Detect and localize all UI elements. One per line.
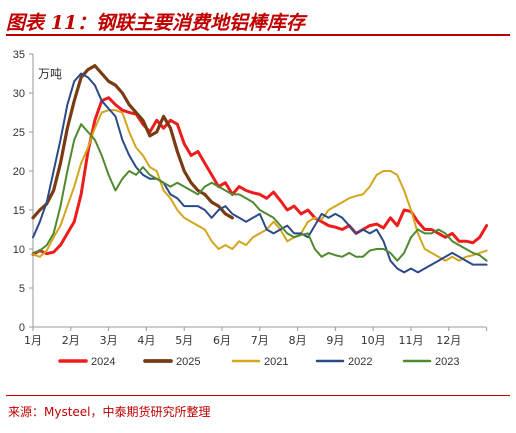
y-tick-label: 25 — [13, 127, 25, 139]
x-tick-label: 2月 — [62, 334, 80, 347]
x-tick-label: 9月 — [326, 334, 344, 347]
series-line-2021 — [32, 109, 488, 262]
y-tick-label: 0 — [19, 322, 25, 334]
y-tick-label: 10 — [13, 244, 25, 256]
series-line-2023 — [32, 123, 488, 262]
source-note: 来源：Mysteel，中泰期货研究所整理 — [8, 405, 211, 419]
legend-label-2021: 2021 — [264, 356, 288, 368]
y-tick-label: 5 — [19, 283, 25, 295]
legend-label-2024: 2024 — [91, 356, 115, 368]
x-tick-label: 1月 — [24, 334, 42, 347]
chart-title: 图表 11：钢联主要消费地铝棒库存 — [6, 8, 510, 36]
y-tick-label: 15 — [13, 205, 25, 217]
series-line-2022 — [32, 72, 488, 274]
x-tick-label: 7月 — [251, 334, 269, 347]
x-tick-label: 5月 — [175, 334, 193, 347]
y-tick-label: 30 — [13, 88, 25, 100]
y-tick-label: 20 — [13, 166, 25, 178]
x-tick-label: 12月 — [436, 334, 461, 347]
x-tick-label: 11月 — [399, 334, 424, 347]
y-axis-unit-label: 万吨 — [38, 67, 62, 81]
x-tick-label: 8月 — [289, 334, 307, 347]
x-tick-label: 6月 — [213, 334, 231, 347]
x-tick-label: 3月 — [100, 334, 118, 347]
legend-label-2023: 2023 — [435, 356, 459, 368]
x-tick-label: 10月 — [361, 334, 386, 347]
x-tick-label: 4月 — [137, 334, 155, 347]
legend-label-2025: 2025 — [176, 356, 200, 368]
footer-divider — [6, 395, 510, 396]
series-line-2025 — [31, 64, 234, 220]
y-tick-label: 35 — [13, 49, 25, 61]
legend-label-2022: 2022 — [348, 356, 372, 368]
